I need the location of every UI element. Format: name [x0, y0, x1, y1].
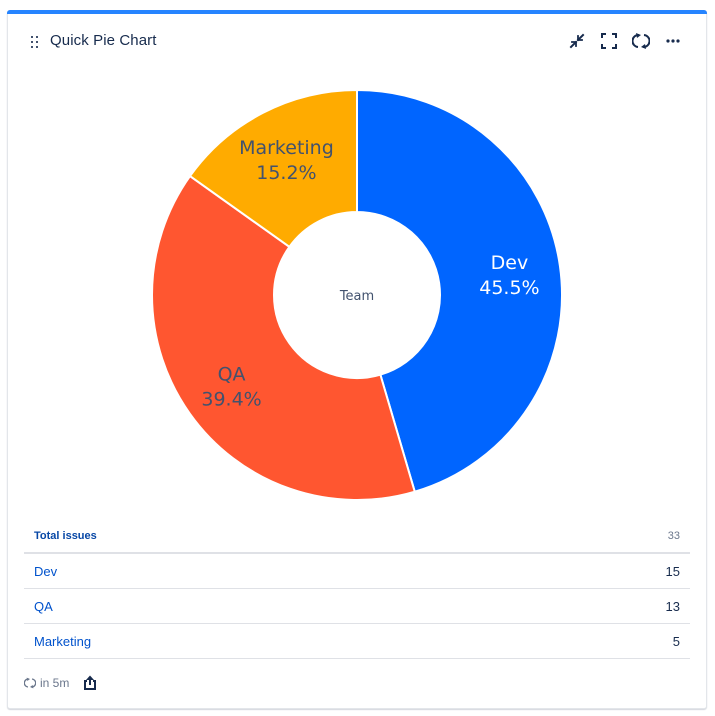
- refresh-small-icon: [24, 677, 36, 689]
- slice-label-percent: 39.4%: [201, 388, 261, 410]
- slice-qa[interactable]: [151, 174, 416, 501]
- row-name-link[interactable]: Dev: [24, 553, 495, 589]
- refresh-button[interactable]: [630, 30, 652, 52]
- slice-label-percent: 45.5%: [479, 277, 539, 299]
- gadget-title: Quick Pie Chart: [50, 32, 157, 49]
- drag-handle-icon[interactable]: [31, 36, 39, 48]
- slice-label-name: QA: [218, 363, 246, 385]
- minimize-button[interactable]: [566, 30, 588, 52]
- more-icon: [666, 39, 680, 43]
- row-count: 15: [494, 553, 690, 589]
- gadget-actions: [566, 30, 684, 52]
- total-value: 33: [494, 520, 690, 554]
- summary-table: Total issues 33 Dev 15 QA 13 Marketing 5: [24, 520, 690, 659]
- share-icon: [84, 675, 97, 690]
- row-name-link[interactable]: QA: [24, 588, 495, 624]
- slice-label-name: Marketing: [239, 137, 334, 159]
- total-row: Total issues 33: [24, 520, 690, 554]
- auto-refresh-indicator: in 5m: [24, 676, 69, 690]
- refresh-icon: [632, 33, 650, 49]
- more-button[interactable]: [662, 30, 684, 52]
- table-row: Dev 15: [24, 553, 690, 589]
- fullscreen-button[interactable]: [598, 30, 620, 52]
- refresh-interval-text: in 5m: [40, 676, 70, 690]
- fullscreen-icon: [601, 33, 617, 49]
- donut-center-label: Team: [339, 289, 374, 304]
- donut-chart: Dev 45.5% QA 39.4% Marketing 15.2% Team: [8, 80, 706, 510]
- slice-label-percent: 15.2%: [256, 162, 316, 184]
- row-count: 13: [494, 588, 690, 624]
- gadget-header: Quick Pie Chart: [8, 28, 706, 56]
- donut-chart-svg: Dev 45.5% QA 39.4% Marketing 15.2% Team: [151, 88, 563, 501]
- slice-dev[interactable]: [356, 88, 563, 493]
- gadget-footer: in 5m: [24, 673, 97, 693]
- total-label[interactable]: Total issues: [24, 520, 495, 554]
- share-button[interactable]: [83, 675, 97, 691]
- table-row: Marketing 5: [24, 623, 690, 659]
- row-name-link[interactable]: Marketing: [24, 623, 495, 659]
- row-count: 5: [494, 623, 690, 659]
- slice-label-name: Dev: [491, 252, 529, 274]
- table-row: QA 13: [24, 588, 690, 624]
- slice-marketing[interactable]: [188, 88, 358, 249]
- minimize-icon: [569, 33, 585, 49]
- pie-chart-gadget: Quick Pie Chart: [7, 10, 707, 709]
- gadget-accent-bar: [7, 10, 707, 14]
